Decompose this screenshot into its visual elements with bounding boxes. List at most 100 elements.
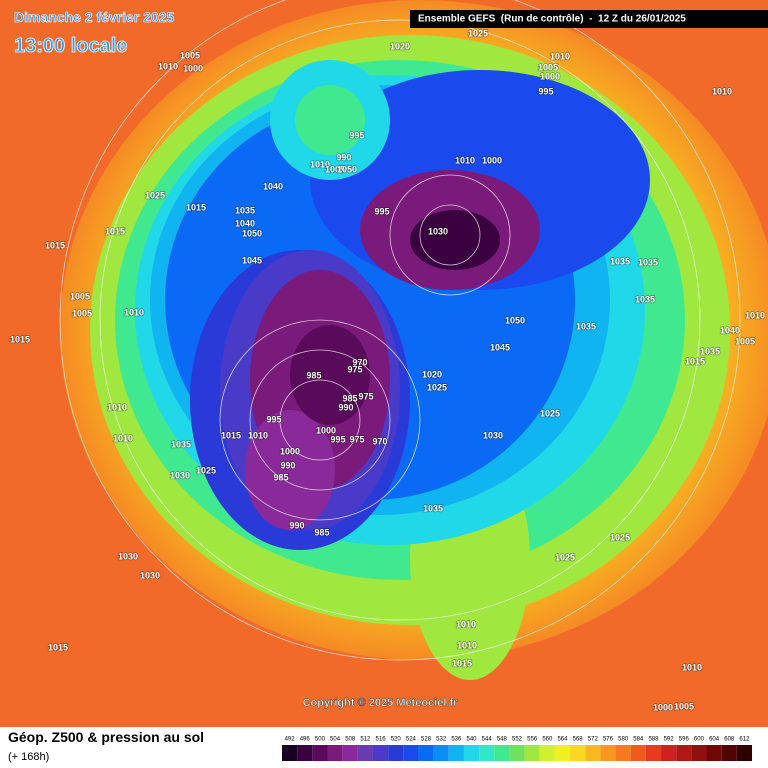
pressure-label: 1050 [505,315,525,325]
pressure-label: 990 [338,402,353,412]
legend-label: 540 [467,737,478,743]
legend-swatch [388,745,404,761]
legend-label: 508 [345,737,356,743]
pressure-label: 1045 [490,342,510,352]
legend-swatch [676,745,692,761]
pressure-label: 1035 [638,257,658,267]
legend-swatch [372,745,389,761]
pressure-label: 1010 [248,430,268,440]
date: Dimanche 2 février 2025 [14,9,175,25]
legend-label: 520 [391,737,402,743]
pressure-label: 970 [372,436,387,446]
legend-swatch [661,745,677,761]
pressure-label: 1015 [45,240,65,250]
pressure-label: 1040 [235,218,255,228]
legend-swatch [312,745,328,761]
legend-swatch [463,745,480,761]
pressure-label: 1000 [183,63,203,73]
pressure-label: 1010 [745,310,765,320]
pressure-label: 1005 [735,336,755,346]
pressure-label: 1010 [113,433,133,443]
pressure-label: 995 [330,434,345,444]
pressure-label: 1010 [158,61,178,71]
pressure-label: 1000 [316,425,336,435]
legend-swatch [539,745,555,761]
legend-label: 552 [512,737,523,743]
legend-label: 492 [285,737,296,743]
pressure-label: 1000 [653,702,673,712]
local-time: 13:00 locale [14,35,127,57]
pressure-label: 1025 [145,190,165,200]
pressure-label: 1010 [682,662,702,672]
pressure-label: 990 [280,460,295,470]
legend-swatch [403,745,419,761]
pressure-label: 985 [273,472,288,482]
pressure-label: 1010 [456,619,476,629]
legend-label: 556 [527,737,538,743]
pressure-label: 1035 [610,256,630,266]
legend-swatch [479,745,495,761]
footer-title: Géop. Z500 & pression au sol [8,729,204,745]
pressure-label: 985 [342,393,357,403]
legend-label: 544 [482,737,493,743]
legend-label: 568 [573,737,584,743]
pressure-label: 1015 [452,658,472,668]
legend-label: 536 [451,737,462,743]
pressure-label: 975 [349,434,364,444]
legend-swatch [554,745,571,761]
legend-label: 572 [588,737,599,743]
legend-swatch [721,745,737,761]
pressure-label: 1025 [555,552,575,562]
pressure-label: 1025 [196,465,216,475]
pressure-label: 1020 [390,41,410,51]
pressure-label: 1035 [171,439,191,449]
legend-label: 592 [664,737,675,743]
pressure-label: 1005 [538,62,558,72]
legend-swatch [615,745,631,761]
legend-label: 512 [360,737,371,743]
pressure-label: 1020 [422,369,442,379]
pressure-label: 975 [347,364,362,374]
legend-swatch [600,745,616,761]
legend-label: 580 [618,737,629,743]
pressure-label: 1015 [685,356,705,366]
pressure-label: 1010 [550,51,570,61]
legend-label: 604 [709,737,720,743]
legend-swatch [706,745,722,761]
pressure-label: 1000 [540,71,560,81]
pressure-label: 1025 [540,408,560,418]
pressure-label: 1015 [186,202,206,212]
legend-label: 528 [421,737,432,743]
legend-label: 532 [436,737,447,743]
pressure-label: 1025 [610,532,630,542]
pressure-label: 995 [266,414,281,424]
pressure-label: 990 [336,152,351,162]
legend-swatch [448,745,464,761]
pressure-label: 1050 [242,228,262,238]
pressure-label: 1035 [635,294,655,304]
pressure-label: 1030 [118,551,138,561]
legend-label: 560 [542,737,553,743]
legend-swatch [327,745,343,761]
legend-label: 524 [406,737,417,743]
pressure-label: 1045 [242,255,262,265]
pressure-label: 990 [289,520,304,530]
pressure-label: 1000 [280,446,300,456]
legend-swatch [630,745,646,761]
pressure-label: 1025 [468,28,488,38]
color-legend: 492 496 500 504 508 512 516 520 524 528 532 536 540 5… [282,737,752,761]
map: Ensemble GEFS (Run de contrôle) - 12 Z d… [0,0,768,727]
legend-swatch [691,745,707,761]
pressure-label: 1005 [180,50,200,60]
legend-swatch [570,745,586,761]
pressure-label: 1030 [140,570,160,580]
copyright: Copyright © 2025 Meteociel.fr [303,697,459,709]
legend-label: 504 [330,737,341,743]
lead-time: (+ 168h) [8,751,49,763]
pressure-label: 995 [349,130,364,140]
pressure-label: 1030 [170,470,190,480]
pressure-label: 985 [314,527,329,537]
legend-swatch [342,745,358,761]
legend-label: 564 [557,737,568,743]
